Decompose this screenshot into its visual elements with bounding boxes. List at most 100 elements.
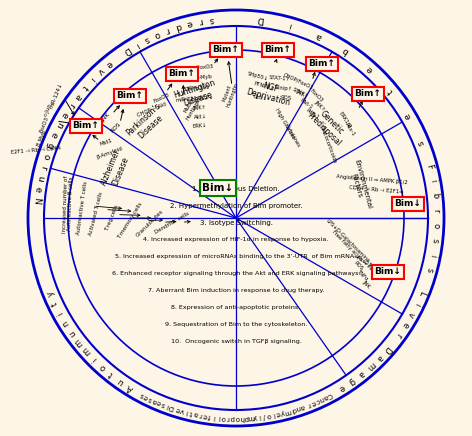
Text: B Myb: B Myb — [36, 129, 48, 146]
Text: a: a — [72, 91, 83, 101]
Text: Bim↑: Bim↑ — [212, 45, 239, 54]
Text: m: m — [80, 345, 93, 357]
Text: i: i — [288, 21, 293, 30]
Text: e: e — [202, 412, 208, 419]
Text: Bim↑: Bim↑ — [73, 122, 100, 130]
Text: e: e — [185, 18, 193, 29]
Text: 10.  Oncogenic switch in TGFβ signaling.: 10. Oncogenic switch in TGFβ signaling. — [170, 339, 302, 344]
Text: Free fatty acids → PP2A: Free fatty acids → PP2A — [331, 229, 379, 276]
Text: FoxO3: FoxO3 — [39, 115, 50, 133]
Text: a: a — [152, 397, 158, 404]
Text: Increased number of
Autoreactive B cells: Increased number of Autoreactive B cells — [62, 175, 75, 233]
Text: JNK: JNK — [361, 279, 371, 289]
Text: D: D — [256, 14, 264, 24]
Text: v: v — [95, 66, 105, 76]
Text: o: o — [41, 152, 51, 160]
Text: Bim↑: Bim↑ — [169, 69, 195, 78]
Text: i: i — [213, 414, 216, 420]
Text: D: D — [168, 404, 175, 411]
Text: a: a — [194, 411, 199, 417]
Text: T reg cells: T reg cells — [104, 204, 119, 232]
Text: Angiotensin II → AMPK β1/2: Angiotensin II → AMPK β1/2 — [336, 174, 408, 186]
Text: h: h — [239, 415, 244, 421]
Text: FoxO3: FoxO3 — [153, 92, 171, 104]
Text: d: d — [291, 406, 297, 413]
Text: STAT-1: STAT-1 — [291, 87, 309, 101]
Text: FoxO3: FoxO3 — [309, 89, 323, 103]
Text: e: e — [403, 111, 413, 121]
Text: PTNP2↓: PTNP2↓ — [253, 81, 275, 91]
Text: e: e — [276, 410, 281, 417]
Text: v: v — [180, 407, 185, 414]
Text: e: e — [400, 320, 410, 330]
Text: t: t — [190, 410, 194, 416]
Text: Autoreactive T cells: Autoreactive T cells — [76, 181, 88, 235]
Text: 9. Sequestration of Bim to the cytoskeleton.: 9. Sequestration of Bim to the cytoskele… — [165, 322, 307, 327]
Text: t: t — [386, 87, 395, 95]
Text: s: s — [209, 15, 214, 24]
Text: Activated T cells: Activated T cells — [88, 191, 104, 236]
Text: i: i — [56, 310, 65, 317]
Text: o: o — [98, 362, 108, 372]
Text: ERK↓: ERK↓ — [193, 123, 208, 129]
Text: D: D — [122, 44, 133, 56]
Text: JNK: JNK — [101, 112, 111, 123]
Text: v: v — [406, 310, 416, 319]
Text: Pdx-1: Pdx-1 — [304, 108, 320, 120]
Text: i: i — [165, 403, 169, 409]
Text: Genetic
Predisposal: Genetic Predisposal — [305, 104, 350, 148]
Text: m: m — [73, 336, 85, 348]
Text: a: a — [300, 403, 305, 410]
Text: D: D — [382, 344, 393, 354]
Text: CBP/p300: CBP/p300 — [184, 85, 210, 92]
Text: JNK↑: JNK↑ — [295, 89, 309, 99]
Text: Mst1: Mst1 — [99, 137, 113, 146]
Text: Granulocytes: Granulocytes — [135, 208, 165, 238]
Text: r: r — [38, 164, 47, 170]
Text: NGF
Deprivation: NGF Deprivation — [245, 77, 294, 108]
Text: o: o — [431, 223, 440, 228]
Text: Huntington
Disease: Huntington Disease — [172, 78, 219, 110]
Text: n: n — [61, 319, 71, 328]
Text: b: b — [340, 45, 350, 56]
Text: Bim↓: Bim↓ — [375, 268, 402, 276]
Text: F: F — [424, 163, 434, 170]
Text: s: s — [160, 401, 166, 408]
Text: a: a — [374, 353, 384, 363]
Text: i: i — [428, 253, 437, 257]
Text: Parkinson's
Disease: Parkinson's Disease — [125, 101, 170, 145]
Text: Bim↑: Bim↑ — [309, 59, 336, 68]
Text: JNK↑: JNK↑ — [193, 105, 207, 111]
Text: s: s — [139, 391, 145, 398]
Text: p: p — [244, 415, 249, 421]
Text: p: p — [230, 415, 235, 421]
Text: Glucocorticoids: Glucocorticoids — [319, 124, 337, 164]
Text: s: s — [416, 139, 427, 147]
Text: 2. Hypermethylation of Bim promoter.: 2. Hypermethylation of Bim promoter. — [170, 203, 302, 209]
Text: NF-Y   c-Myb: NF-Y c-Myb — [180, 74, 212, 82]
Text: 3. Isotype Switching.: 3. Isotype Switching. — [200, 220, 272, 226]
Text: Mutant
Huntingtin: Mutant Huntingtin — [220, 80, 240, 108]
Text: i: i — [412, 301, 421, 307]
Text: Bim↑: Bim↑ — [117, 92, 143, 101]
Text: e: e — [104, 58, 114, 69]
Text: L: L — [416, 289, 427, 297]
Text: e: e — [49, 131, 59, 140]
Text: r: r — [227, 415, 229, 421]
Text: CDK4 ⊣ Rb ⊣ E2F1→: CDK4 ⊣ Rb ⊣ E2F1→ — [349, 185, 404, 195]
Text: Dendritic cells: Dendritic cells — [154, 211, 190, 235]
Text: Bim↑: Bim↑ — [354, 89, 381, 99]
Text: g: g — [347, 376, 357, 386]
Text: r: r — [394, 330, 403, 339]
Text: Pdx-1: Pdx-1 — [344, 123, 356, 138]
Text: m: m — [364, 360, 377, 372]
Text: ROS: ROS — [280, 95, 292, 101]
Text: C: C — [327, 391, 333, 399]
Text: T memory cells: T memory cells — [117, 202, 143, 240]
Text: u: u — [116, 376, 125, 386]
Text: e: e — [59, 110, 70, 120]
Text: 7. Aberrant Bim induction in response to drug therapy.: 7. Aberrant Bim induction in response to… — [148, 288, 324, 293]
Text: r: r — [66, 101, 76, 109]
Text: t: t — [51, 300, 60, 307]
Text: e: e — [143, 393, 150, 400]
